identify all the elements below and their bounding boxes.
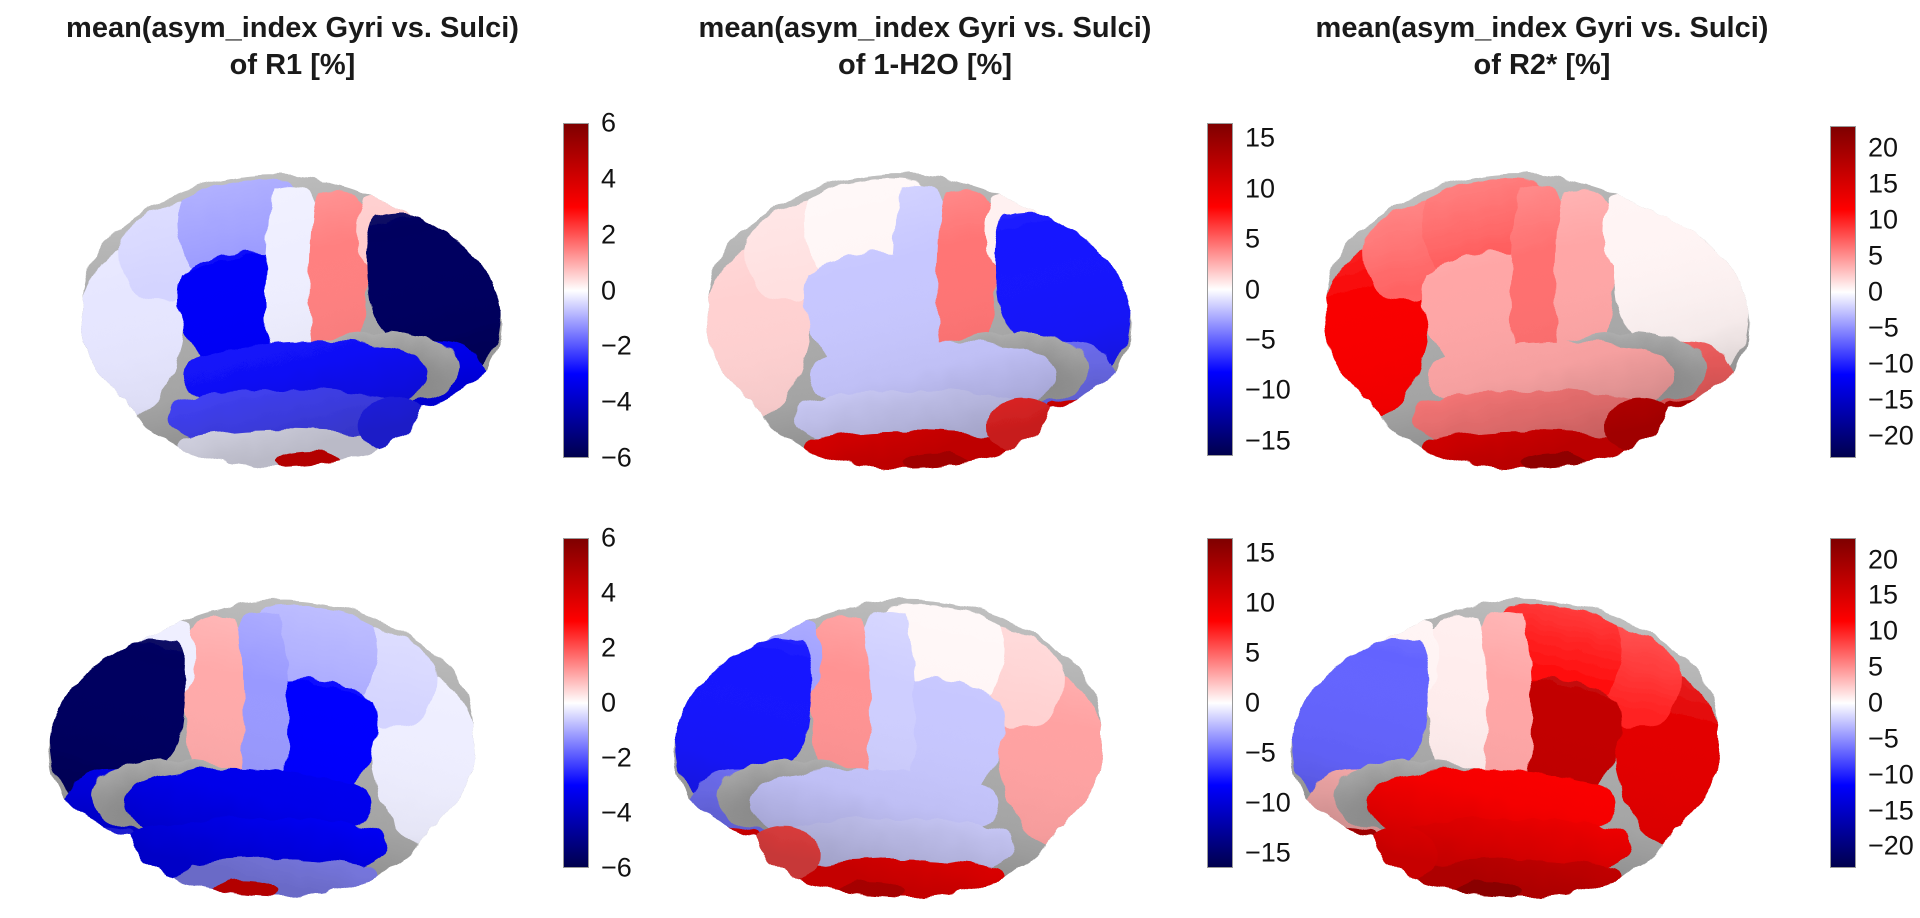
colorbar-tick-label: 5 (1245, 223, 1261, 254)
colorbar-tick-label: 6 (601, 522, 617, 553)
colorbar-r1-top: 6 4 2 0 −2 −4 −6 (563, 108, 683, 473)
colorbar-tick-label: 0 (1868, 276, 1884, 307)
colorbar-tick-label: 4 (601, 577, 617, 608)
colorbar-tick-label: 0 (601, 275, 617, 305)
colorbar-tick-label: 10 (1245, 587, 1276, 618)
panel-title-r1: mean(asym_index Gyri vs. Sulci) of R1 [%… (20, 10, 565, 84)
panel-title-r2star: mean(asym_index Gyri vs. Sulci) of R2* [… (1262, 10, 1822, 84)
colorbar-tick-label: 15 (1245, 122, 1276, 153)
colorbar-tick-label: −10 (1245, 374, 1291, 405)
colorbar-tick-label: 10 (1245, 173, 1276, 204)
colorbar-tick-label: −15 (1868, 384, 1914, 415)
colorbar-tick-label: −10 (1245, 787, 1291, 818)
colorbar-tick-label: 10 (1868, 204, 1899, 235)
colorbar-tick-label: 15 (1868, 579, 1899, 610)
colorbar-gradient (1830, 538, 1856, 868)
colorbar-tick-label: −5 (1868, 723, 1899, 754)
colorbar-tick-label: 0 (1245, 274, 1261, 304)
colorbar-gradient (563, 538, 589, 868)
colorbar-tick-label: −15 (1245, 837, 1291, 868)
colorbar-gradient (1207, 123, 1233, 456)
colorbar-tick-label: 4 (601, 163, 617, 194)
brain-render (674, 599, 1103, 898)
colorbar-tick-label: 0 (1868, 687, 1884, 718)
colorbar-tick-label: −5 (1245, 737, 1276, 768)
colorbar-tick-label: 20 (1868, 132, 1899, 163)
colorbar-tick-label: 15 (1868, 168, 1899, 199)
colorbar-tick-label: 5 (1868, 651, 1884, 682)
colorbar-r2star-top: 20 15 10 5 0 −5 −10 −15 −20 (1830, 126, 1920, 458)
panel-title-r2star-line1: mean(asym_index Gyri vs. Sulci) (1315, 12, 1769, 44)
colorbar-tick-label: −2 (601, 742, 632, 773)
colorbar-tick-label: 20 (1868, 544, 1899, 575)
colorbar-tick-label: 2 (601, 219, 617, 250)
colorbar-tick-label: 15 (1245, 537, 1276, 568)
brain-render (706, 173, 1132, 469)
colorbar-h2o-bottom: 15 10 5 0 −5 −10 −15 (1207, 538, 1327, 868)
colorbar-tick-label: 6 (601, 107, 617, 138)
colorbar-h2o-top: 15 10 5 0 −5 −10 −15 (1207, 123, 1327, 456)
colorbar-tick-label: 2 (601, 632, 617, 663)
colorbar-tick-label: −10 (1868, 759, 1914, 790)
panel-title-h2o: mean(asym_index Gyri vs. Sulci) of 1-H2O… (645, 10, 1205, 84)
colorbar-tick-label: −20 (1868, 830, 1914, 861)
colorbar-tick-label: 0 (1245, 687, 1261, 718)
colorbar-tick-label: −15 (1245, 425, 1291, 456)
colorbar-tick-label: −20 (1868, 420, 1914, 451)
brain-render (1324, 173, 1750, 469)
colorbar-tick-label: −6 (601, 852, 632, 883)
colorbar-tick-label: −15 (1868, 795, 1914, 826)
colorbar-tick-label: 10 (1868, 615, 1899, 646)
colorbar-gradient (563, 123, 589, 458)
colorbar-r2star-bottom: 20 15 10 5 0 −5 −10 −15 −20 (1830, 538, 1920, 868)
panel-title-r1-line1: mean(asym_index Gyri vs. Sulci) (66, 12, 519, 44)
colorbar-tick-label: −5 (1245, 324, 1276, 355)
brain-render (1291, 599, 1720, 898)
brain-map-r1-lateral-1 (25, 102, 530, 480)
colorbar-tick-label: −5 (1868, 312, 1899, 343)
colorbar-tick-label: −10 (1868, 348, 1914, 379)
colorbar-tick-label: −2 (601, 330, 632, 361)
brain-map-r2star-lateral-1 (1268, 102, 1778, 480)
panel-title-h2o-line2: of 1-H2O [%] (838, 49, 1012, 81)
panel-title-r1-line2: of R1 [%] (229, 49, 356, 81)
colorbar-tick-label: −4 (601, 386, 632, 417)
brain-map-h2o-lateral-2 (645, 522, 1160, 914)
brain-render (81, 174, 502, 468)
colorbar-tick-label: 5 (1868, 240, 1884, 271)
brain-map-r2star-lateral-2 (1262, 522, 1777, 914)
colorbar-tick-label: 5 (1245, 637, 1261, 668)
brain-render (48, 600, 475, 897)
colorbar-tick-label: 0 (601, 687, 617, 718)
colorbar-tick-label: −4 (601, 797, 632, 828)
colorbar-gradient (1830, 126, 1856, 458)
brain-map-r1-lateral-2 (20, 522, 532, 914)
panel-title-h2o-line1: mean(asym_index Gyri vs. Sulci) (698, 12, 1152, 44)
panel-title-r2star-line2: of R2* [%] (1473, 49, 1611, 81)
colorbar-gradient (1207, 538, 1233, 868)
colorbar-tick-label: −6 (601, 442, 632, 473)
brain-map-h2o-lateral-1 (650, 102, 1160, 480)
colorbar-r1-bottom: 6 4 2 0 −2 −4 −6 (563, 523, 683, 883)
